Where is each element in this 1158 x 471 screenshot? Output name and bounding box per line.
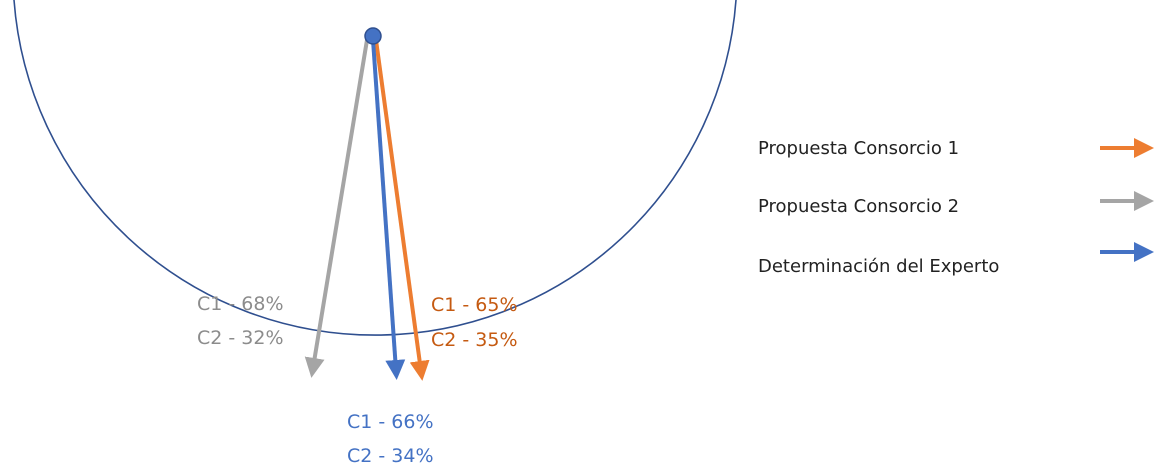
arrow-consorcio-1 <box>374 39 430 381</box>
consorcio1-c2-label: C2 - 35% <box>431 329 518 351</box>
arrow-consorcio-2 <box>304 39 369 378</box>
consorcio2-c2-label: C2 - 32% <box>197 327 284 349</box>
experto-c2-label: C2 - 34% <box>347 445 434 467</box>
legend-label-consorcio-2: Propuesta Consorcio 2 <box>758 196 959 217</box>
consorcio1-c1-label: C1 - 65% <box>431 294 518 316</box>
legend: Propuesta Consorcio 1 Propuesta Consorci… <box>758 138 1154 277</box>
pivot-point <box>364 27 382 45</box>
legend-label-experto: Determinación del Experto <box>758 256 999 277</box>
consorcio2-c1-label: C1 - 68% <box>197 293 284 315</box>
experto-c1-label: C1 - 66% <box>347 411 434 433</box>
circle-arc <box>13 0 737 336</box>
legend-label-consorcio-1: Propuesta Consorcio 1 <box>758 138 959 159</box>
arrow-experto <box>371 39 406 380</box>
